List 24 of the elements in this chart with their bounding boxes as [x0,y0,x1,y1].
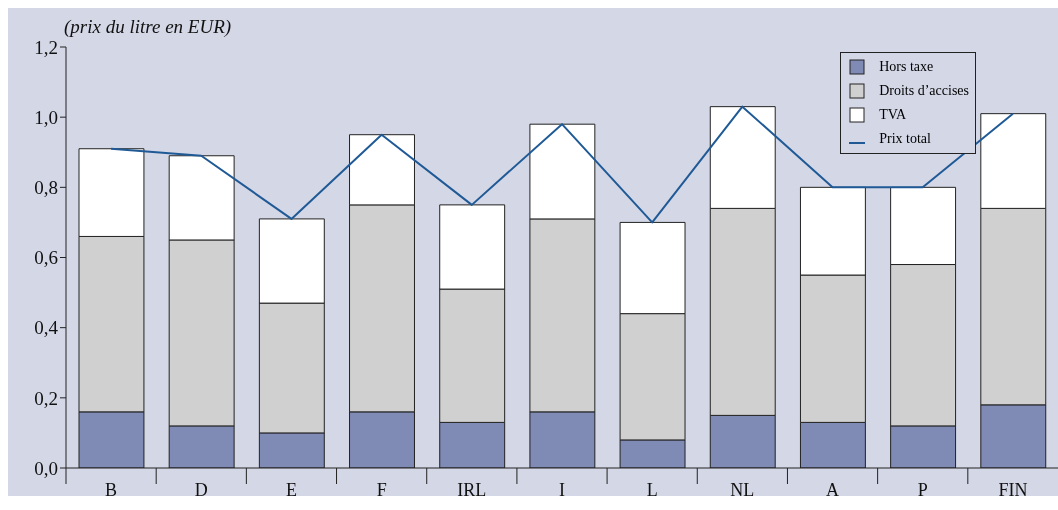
line-series [110,105,1014,224]
x-tick-label: IRL [457,480,487,500]
x-tick-label: NL [730,480,755,500]
x-tick-label: L [646,480,658,500]
x-tick-label: A [826,480,840,500]
legend-label: Hors taxe [879,59,934,75]
y-tick-label: 1,0 [34,106,58,128]
x-tick-label: P [917,480,928,500]
y-tick-label: 0,8 [34,177,58,199]
y-tick-label: 0,2 [34,387,58,409]
y-tick-label: 0,0 [34,457,58,479]
legend-label: Prix total [879,131,931,147]
y-tick-label: 0,4 [34,317,59,339]
legend-label: Droits d’accises [879,83,969,99]
x-tick-label: F [376,480,387,500]
y-tick-label: 1,2 [34,36,58,58]
x-tick-label: E [285,480,297,500]
x-tick-label: I [559,480,565,500]
x-tick-label: B [105,480,118,500]
x-tick-label: FIN [998,480,1028,500]
legend-label: TVA [879,107,907,123]
x-tick-label: D [194,480,208,500]
y-tick-label: 0,6 [34,247,58,269]
y-axis-title: (prix du litre en EUR) [64,16,232,38]
